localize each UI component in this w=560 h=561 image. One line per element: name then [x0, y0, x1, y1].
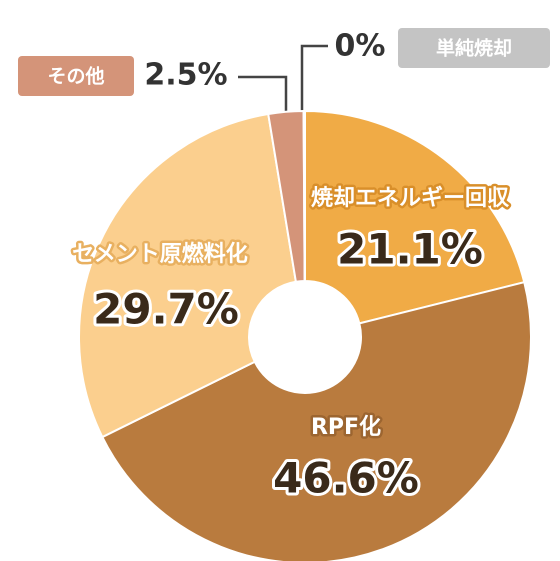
incineration-label-box	[398, 28, 550, 68]
category-label: その他	[47, 65, 104, 88]
category-label: セメント原燃料化	[72, 241, 248, 267]
value-label: 21.1%	[337, 225, 483, 274]
category-label: 焼却エネルギー回収	[311, 185, 510, 211]
slice	[302, 110, 306, 282]
value-label: 29.7%	[93, 285, 239, 334]
leader-line	[238, 75, 288, 122]
value-label: 46.6%	[273, 454, 419, 503]
leader-line	[300, 44, 328, 122]
slice	[101, 280, 532, 561]
category-label: 単純焼却	[436, 37, 512, 60]
value-label: 0%	[335, 29, 386, 64]
value-label: 2.5%	[144, 58, 227, 93]
other-label-box	[18, 56, 134, 96]
slice	[304, 109, 526, 325]
slice	[78, 112, 298, 439]
category-label: RPF化	[311, 414, 381, 440]
